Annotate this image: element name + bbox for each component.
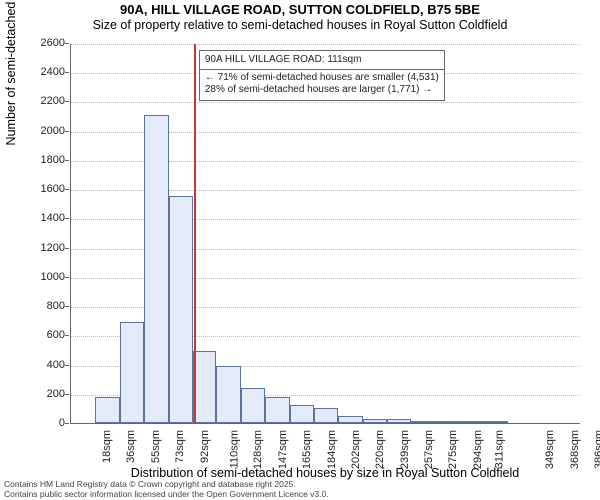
y-tick-label: 1600 xyxy=(5,183,65,195)
x-tick-label: 311sqm xyxy=(493,430,505,468)
x-tick-label: 202sqm xyxy=(350,430,362,469)
annotation-line-3: 28% of semi-detached houses are larger (… xyxy=(205,84,439,97)
histogram-bar xyxy=(363,419,387,423)
x-tick-label: 220sqm xyxy=(374,430,386,469)
histogram-bar xyxy=(387,419,411,423)
histogram-bar xyxy=(411,421,436,423)
histogram-bar xyxy=(338,416,363,423)
x-tick-label: 110sqm xyxy=(228,430,240,468)
y-tick-label: 0 xyxy=(5,417,65,429)
x-tick-label: 73sqm xyxy=(174,430,186,463)
y-tick-label: 800 xyxy=(5,300,65,312)
chart-container: 90A, HILL VILLAGE ROAD, SUTTON COLDFIELD… xyxy=(0,0,600,500)
x-tick-label: 294sqm xyxy=(472,430,484,469)
x-tick-label: 92sqm xyxy=(199,430,211,463)
y-tick-label: 1400 xyxy=(5,212,65,224)
y-tick-label: 600 xyxy=(5,329,65,341)
footer-line-2: Contains public sector information licen… xyxy=(4,489,329,499)
histogram-bar xyxy=(120,322,144,423)
chart-title: 90A, HILL VILLAGE ROAD, SUTTON COLDFIELD… xyxy=(0,2,600,17)
annotation-line-1: 90A HILL VILLAGE ROAD: 111sqm xyxy=(205,54,439,67)
y-tick-label: 2200 xyxy=(5,95,65,107)
gridline xyxy=(71,102,580,103)
histogram-bar xyxy=(290,405,314,423)
y-tick-label: 1200 xyxy=(5,242,65,254)
histogram-bar xyxy=(193,351,217,423)
x-tick-label: 55sqm xyxy=(150,430,162,463)
x-tick-label: 36sqm xyxy=(125,430,137,463)
x-tick-label: 147sqm xyxy=(278,430,290,469)
histogram-bar xyxy=(169,196,193,423)
x-tick-label: 239sqm xyxy=(399,430,411,469)
y-tick-label: 1800 xyxy=(5,154,65,166)
y-tick-label: 2400 xyxy=(5,66,65,78)
histogram-bar xyxy=(458,421,508,423)
x-tick-label: 257sqm xyxy=(423,430,435,469)
histogram-bar xyxy=(216,366,241,423)
plot-area xyxy=(70,44,580,424)
y-tick-label: 400 xyxy=(5,359,65,371)
attribution-footer: Contains HM Land Registry data © Crown c… xyxy=(4,480,329,499)
gridline xyxy=(71,44,580,45)
y-tick-label: 2600 xyxy=(5,37,65,49)
x-tick-label: 349sqm xyxy=(544,430,556,469)
y-axis-label: Number of semi-detached properties xyxy=(4,0,18,234)
histogram-bar xyxy=(95,397,120,423)
y-tick-label: 200 xyxy=(5,388,65,400)
x-tick-label: 18sqm xyxy=(101,430,113,463)
histogram-bar xyxy=(314,408,338,423)
x-tick-label: 368sqm xyxy=(570,430,582,469)
x-tick-label: 275sqm xyxy=(447,430,459,469)
chart-subtitle: Size of property relative to semi-detach… xyxy=(0,18,600,32)
annotation-line-2: ← 71% of semi-detached houses are smalle… xyxy=(205,72,439,85)
histogram-bar xyxy=(241,388,265,423)
reference-line xyxy=(194,44,196,423)
x-tick-label: 128sqm xyxy=(252,430,264,469)
histogram-bar xyxy=(436,421,458,423)
y-tick-label: 2000 xyxy=(5,125,65,137)
x-tick-label: 386sqm xyxy=(593,430,600,469)
x-tick-label: 184sqm xyxy=(326,430,338,469)
histogram-bar xyxy=(144,115,169,423)
histogram-bar xyxy=(265,397,290,423)
annotation-box: 90A HILL VILLAGE ROAD: 111sqm ← 71% of se… xyxy=(199,50,445,101)
y-tick-label: 1000 xyxy=(5,271,65,283)
x-tick-label: 165sqm xyxy=(301,430,313,469)
